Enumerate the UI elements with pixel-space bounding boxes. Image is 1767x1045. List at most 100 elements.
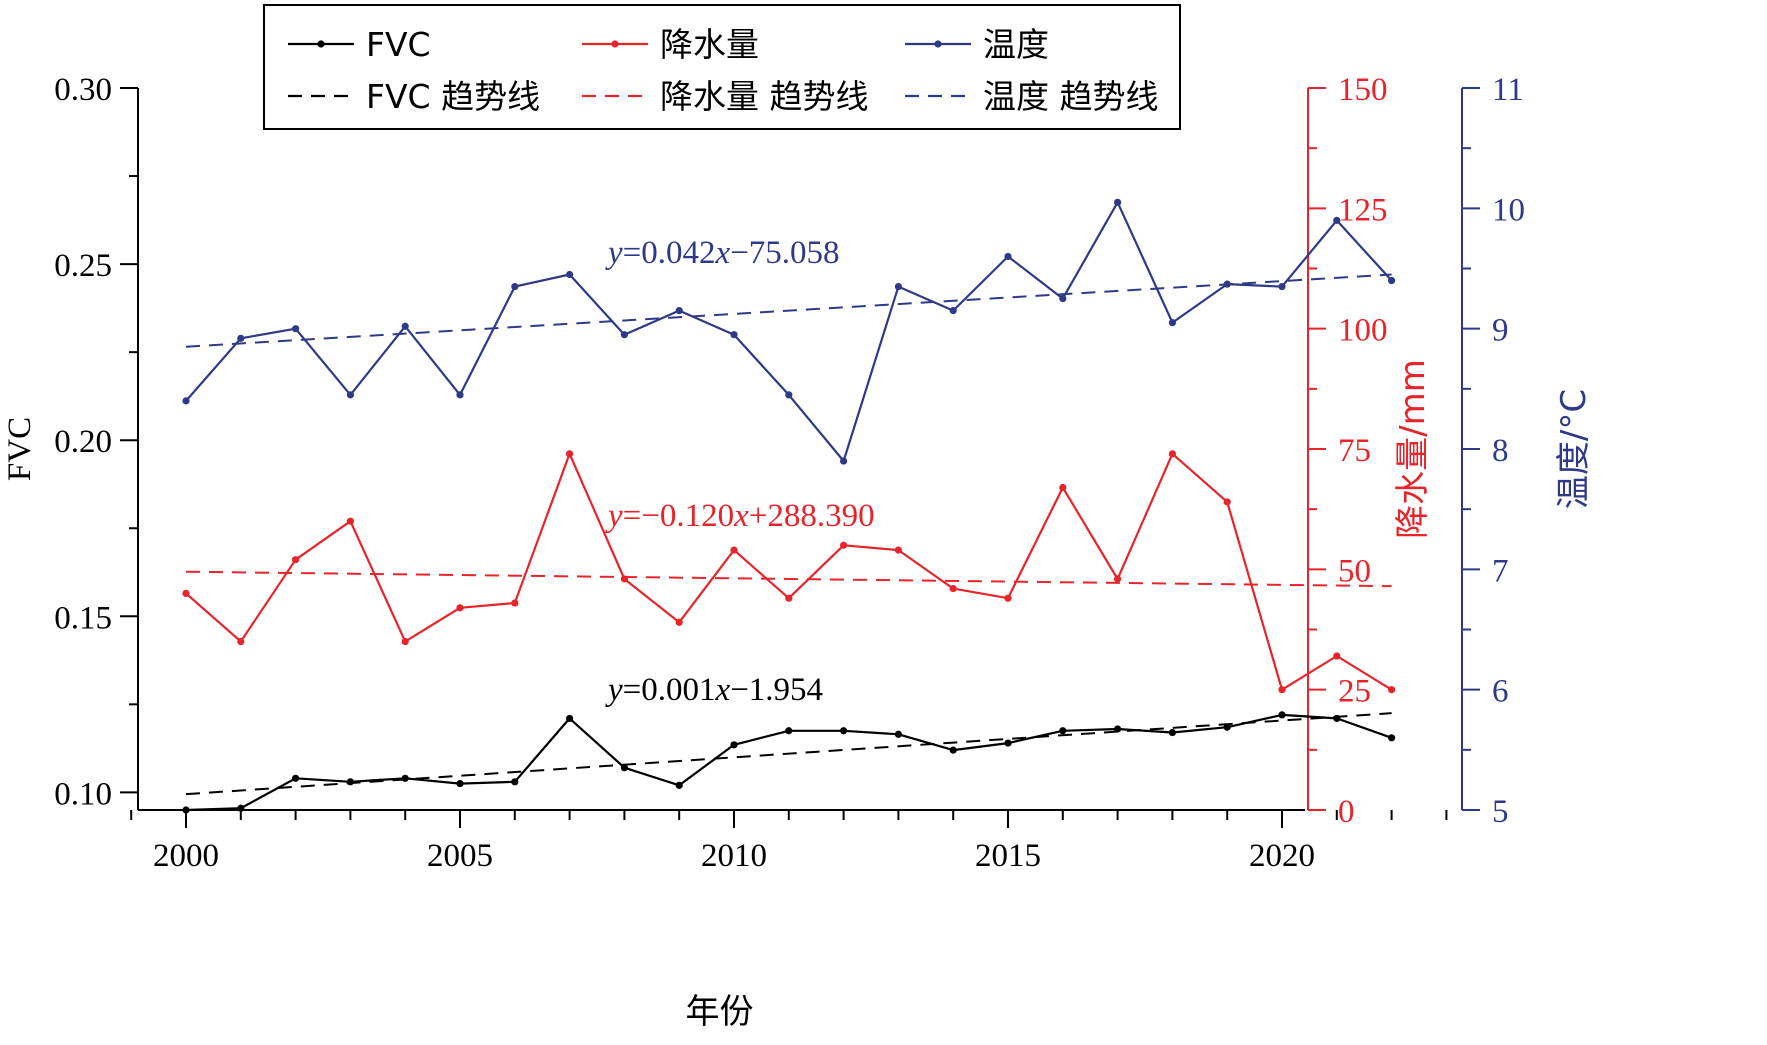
data-point-precip [401,637,409,646]
legend-item-label: 温度 趋势线 [983,77,1159,116]
data-point-fvc [1114,725,1122,733]
left-axis-tick-label: 0.10 [54,776,112,812]
data-point-precip [1004,594,1012,602]
data-point-precip [1168,450,1176,458]
temp-axis-tick-label: 7 [1492,553,1509,589]
data-point-precip [1278,686,1286,694]
precip-axis-tick-label: 100 [1338,313,1388,349]
axes-layer: 0.10 0.15 0.20 0.25 0.30 FVC 2000 2005 2010 2015 2… [2,72,1594,1032]
series-layer [182,198,1396,814]
equation-part: = [623,235,642,271]
trendline-temp [185,273,1392,348]
data-point-precip [620,575,629,583]
x-axis-tick-label: 2000 [153,838,219,874]
trendline-layer [185,273,1392,796]
regression-equation-fvc: y=0.001x−1.954 [605,672,823,708]
temp-axis-tick-label: 11 [1492,72,1524,108]
data-point-precip [1223,498,1231,506]
data-point-precip [511,599,519,607]
data-point-fvc [1333,714,1341,723]
data-point-precip [675,618,683,626]
data-point-fvc [894,730,903,738]
data-point-precip [1333,652,1341,660]
legend-swatch-marker [611,40,619,48]
data-point-fvc [730,741,738,749]
data-point-temp [1278,282,1286,291]
data-point-temp [894,282,903,291]
data-point-fvc [840,727,848,735]
left-axis-tick-label: 0.20 [54,424,112,460]
data-point-fvc [456,779,464,788]
data-point-temp [1223,280,1231,288]
data-point-fvc [401,774,409,782]
data-point-precip [1114,575,1122,583]
left-axis-tick-label: 0.15 [54,600,112,636]
regression-equation-temp: y=0.042x−75.058 [605,235,840,271]
data-point-temp [675,307,683,315]
data-point-temp [1388,276,1396,285]
data-point-fvc [620,764,629,772]
precip-axis-tick-label: 50 [1338,553,1371,589]
precip-axis-tick-label: 125 [1338,192,1388,228]
data-point-fvc [949,746,957,754]
data-point-temp [949,307,957,315]
data-point-temp [840,457,848,465]
data-point-precip [182,589,190,598]
trendline-precip [185,570,1392,588]
legend-item-label: 温度 [983,25,1049,64]
data-point-temp [401,322,409,330]
left-axis-tick-label: 0.25 [54,248,112,284]
data-point-precip [1059,483,1067,492]
data-point-precip [456,604,464,612]
data-point-precip [237,637,245,646]
precip-axis-tick-label: 25 [1338,674,1371,710]
data-point-fvc [511,778,519,786]
equation-part: x [733,498,749,534]
temp-axis-tick-label: 10 [1492,192,1525,228]
trendline-fvc [185,712,1392,796]
data-point-precip [566,450,574,458]
data-point-fvc [1223,723,1231,731]
legend-item-label: FVC 趋势线 [366,77,540,116]
equation-part: 0.001 [641,672,715,708]
legend-box [263,4,1181,130]
data-point-temp [566,270,574,279]
precip-axis-tick-label: 0 [1338,794,1355,830]
precip-axis-tick-label: 75 [1338,433,1371,469]
data-point-precip [894,546,903,554]
equation-label-layer: y=0.001x−1.954y=−0.120x+288.390y=0.042x−… [605,235,875,708]
data-point-temp [511,282,519,291]
data-point-fvc [785,727,793,735]
data-point-fvc [1004,739,1012,747]
data-point-fvc [566,714,574,723]
data-point-fvc [1278,711,1286,719]
temp-axis-tick-label: 5 [1492,794,1509,830]
data-point-temp [1333,216,1341,224]
temp-axis-tick-label: 6 [1492,674,1509,710]
data-point-temp [456,391,464,399]
data-point-fvc [182,806,190,814]
equation-part: y [605,235,623,271]
legend-item-label: 降水量 [660,25,759,64]
equation-part: x [715,235,731,271]
data-point-precip [346,517,354,525]
data-point-precip [785,594,793,602]
legend-swatch-marker [317,40,325,48]
legend-swatch-marker [934,40,942,48]
left-axis-label: FVC [2,417,38,481]
data-point-fvc [292,774,300,782]
data-point-temp [1004,252,1012,261]
legend-item-label: 降水量 趋势线 [660,77,869,116]
data-point-temp [785,391,793,399]
equation-part: 0.042 [641,235,715,271]
data-point-temp [1059,294,1067,303]
x-axis-label: 年份 [686,992,754,1032]
legend: FVC 降水量 温度 FVC 趋势线 降水量 趋势线 温度 趋势线 [263,4,1181,130]
legend-item-label: FVC [366,25,431,64]
equation-part: −1.954 [730,672,823,708]
precip-axis-tick-label: 150 [1338,72,1388,108]
equation-part: −0.120 [641,498,734,534]
equation-part: y [605,498,623,534]
left-axis-tick-label: 0.30 [54,72,112,108]
